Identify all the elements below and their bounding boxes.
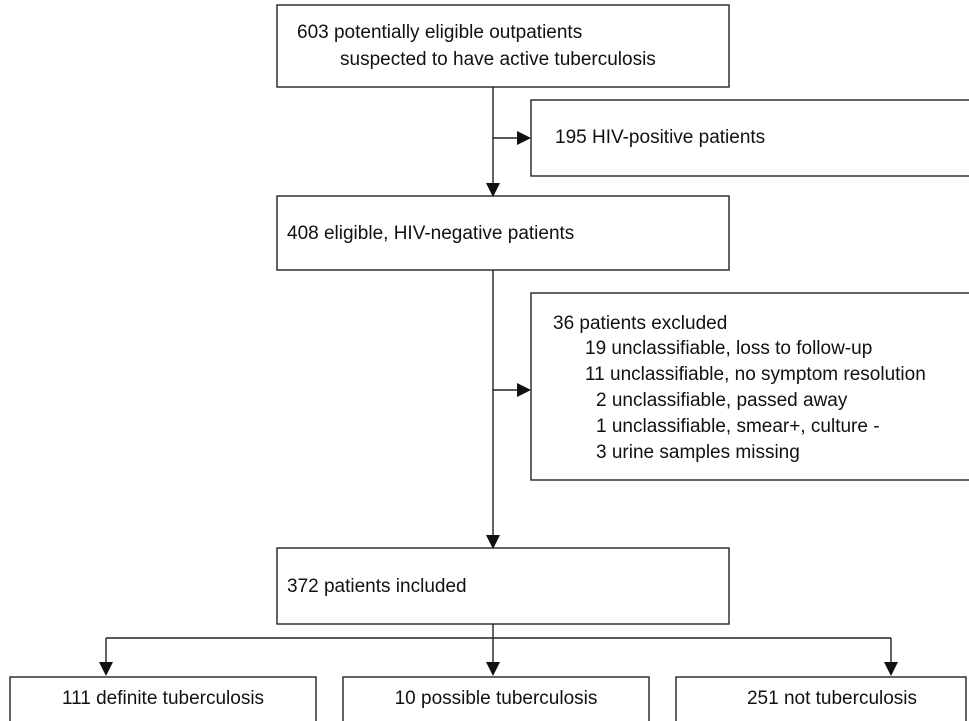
arrowhead — [517, 131, 531, 145]
node-text: 195 HIV-positive patients — [555, 127, 765, 148]
node-text: 2 unclassifiable, passed away — [596, 390, 848, 411]
node-text: 11 unclassifiable, no symptom resolution — [585, 364, 926, 385]
box — [530, 292, 969, 481]
arrowhead — [486, 183, 500, 197]
node-text: 1 unclassifiable, smear+, culture - — [596, 416, 880, 437]
box — [342, 676, 650, 721]
node-text: 10 possible tuberculosis — [395, 688, 598, 709]
box — [276, 4, 730, 88]
box — [9, 676, 317, 721]
arrowhead — [99, 662, 113, 676]
node-text: 372 patients included — [287, 576, 467, 597]
box — [675, 676, 967, 721]
node-text: suspected to have active tuberculosis — [340, 49, 656, 70]
node-text: 111 definite tuberculosis — [62, 688, 264, 709]
connectors — [99, 87, 898, 676]
node-text: 3 urine samples missing — [596, 442, 800, 463]
node-text: 251 not tuberculosis — [747, 688, 917, 709]
node-text: 36 patients excluded — [553, 313, 727, 334]
node-text: 603 potentially eligible outpatients — [297, 22, 582, 43]
box — [276, 195, 730, 271]
node-text: 408 eligible, HIV-negative patients — [287, 223, 574, 244]
node-text: 19 unclassifiable, loss to follow-up — [585, 338, 872, 359]
box — [530, 99, 969, 177]
box — [276, 547, 730, 625]
arrowhead — [486, 662, 500, 676]
arrowhead — [517, 383, 531, 397]
arrowhead — [486, 535, 500, 549]
arrowhead — [884, 662, 898, 676]
